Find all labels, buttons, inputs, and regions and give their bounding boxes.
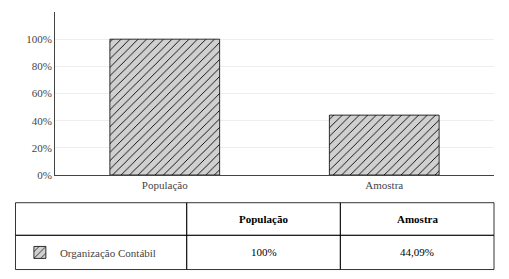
svg-text:Amostra: Amostra	[397, 213, 438, 225]
svg-text:40%: 40%	[32, 115, 52, 127]
svg-text:0%: 0%	[37, 169, 52, 181]
svg-text:Amostra: Amostra	[365, 179, 403, 191]
svg-text:População: População	[239, 213, 288, 225]
svg-text:80%: 80%	[32, 60, 52, 72]
svg-text:100%: 100%	[26, 33, 52, 45]
svg-text:20%: 20%	[32, 142, 52, 154]
svg-text:44,09%: 44,09%	[400, 246, 434, 258]
svg-text:60%: 60%	[32, 87, 52, 99]
svg-text:Organização Contábil: Organização Contábil	[60, 247, 156, 259]
svg-text:100%: 100%	[251, 246, 277, 258]
svg-text:População: População	[142, 179, 188, 191]
